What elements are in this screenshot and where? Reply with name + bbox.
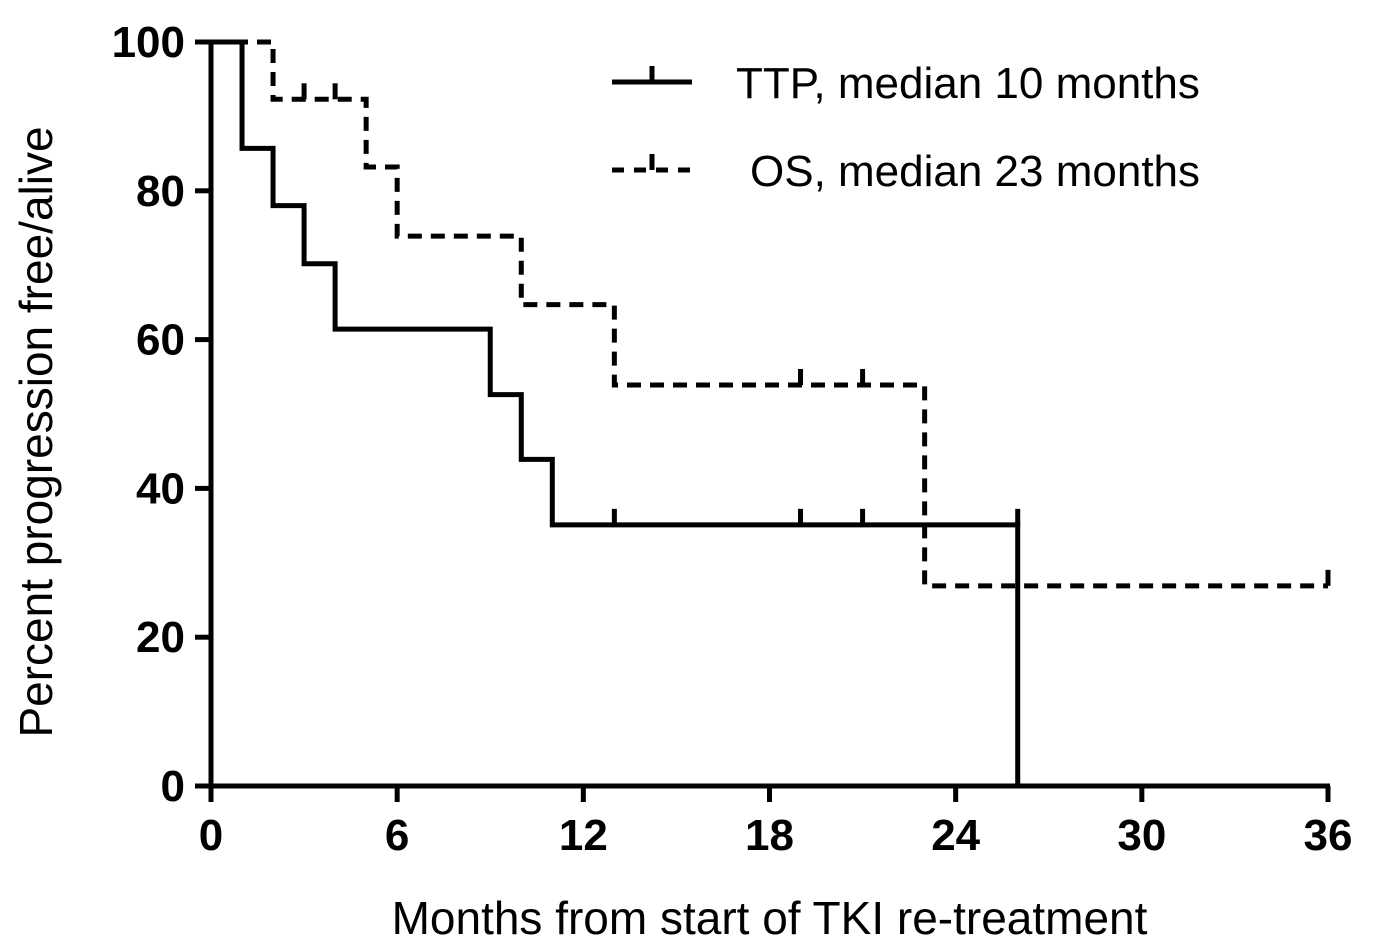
x-tick-label: 30 (1117, 811, 1166, 860)
x-tick-label: 6 (385, 811, 409, 860)
legend-item-ttp: TTP, median 10 months (612, 59, 1200, 108)
y-tick-label: 100 (112, 18, 185, 67)
y-tick-label: 60 (136, 316, 185, 365)
legend-item-os: OS, median 23 months (612, 147, 1200, 196)
x-tick-label: 0 (199, 811, 223, 860)
x-tick-label: 18 (745, 811, 794, 860)
legend: TTP, median 10 months OS, median 23 mont… (612, 59, 1200, 196)
series-line (211, 39, 1021, 786)
x-axis-title: Months from start of TKI re-treatment (392, 892, 1148, 944)
series-ttp (211, 39, 1021, 786)
x-tick-label: 12 (559, 811, 608, 860)
legend-label-ttp: TTP, median 10 months (736, 59, 1200, 108)
y-tick-label: 0 (161, 762, 185, 811)
y-tick-label: 40 (136, 464, 185, 513)
x-tick-label: 36 (1304, 811, 1353, 860)
y-tick-label: 80 (136, 167, 185, 216)
y-axis-title: Percent progression free/alive (10, 126, 62, 737)
y-tick-label: 20 (136, 613, 185, 662)
legend-label-os: OS, median 23 months (750, 147, 1200, 196)
series-os (211, 39, 1331, 589)
series-line (211, 39, 1328, 589)
x-tick-label: 24 (931, 811, 980, 860)
